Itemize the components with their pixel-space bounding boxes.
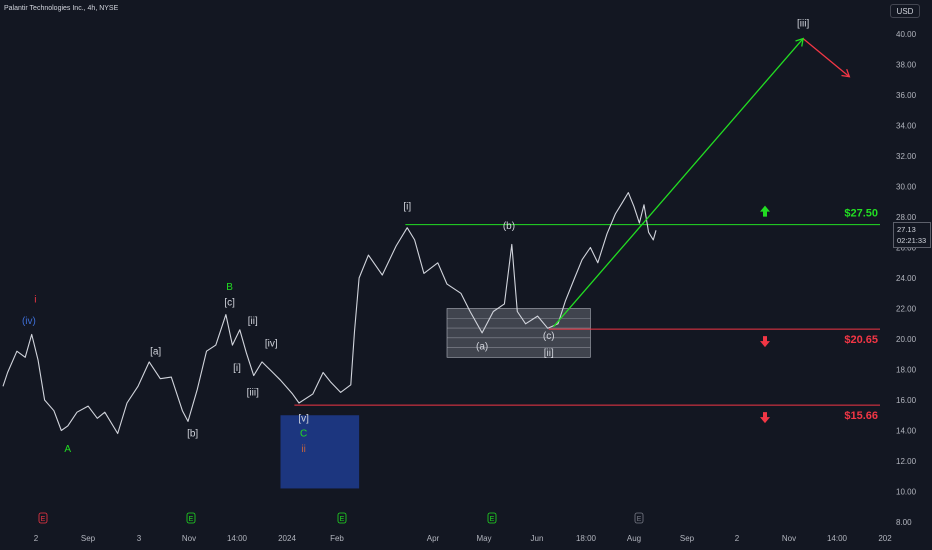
x-tick-label: May (476, 534, 491, 543)
y-tick-label: 26.00 (896, 244, 917, 253)
price-series-line (2, 192, 657, 435)
arrow-down-icon (760, 336, 770, 348)
wave-label: B (226, 282, 233, 293)
wave-label: [v] (298, 413, 309, 424)
y-tick-label: 40.00 (896, 30, 917, 39)
y-tick-label: 12.00 (896, 457, 917, 466)
arrow-up-icon (760, 205, 770, 217)
x-tick-label: Jun (531, 534, 544, 543)
wave-label: [b] (187, 429, 198, 440)
y-tick-label: 10.00 (896, 488, 917, 497)
earnings-marker-label: E (340, 516, 345, 523)
y-tick-label: 34.00 (896, 122, 917, 131)
wave-label: [a] (150, 346, 161, 357)
bar-countdown: 02:21:33 (897, 236, 927, 245)
x-tick-label: Apr (427, 534, 440, 543)
blue-target-zone (280, 415, 360, 489)
x-tick-label: 3 (137, 534, 142, 543)
level-label: $27.50 (844, 208, 878, 220)
grey-support-zone (446, 308, 591, 358)
wave-label: A (64, 444, 71, 455)
earnings-marker-icon[interactable] (38, 512, 48, 524)
y-tick-label: 30.00 (896, 183, 917, 192)
x-tick-label: Sep (81, 534, 96, 543)
wave-label: C (300, 429, 307, 440)
wave-label: (a) (476, 342, 488, 353)
y-tick-label: 14.00 (896, 427, 917, 436)
wave-label: (c) (543, 331, 555, 342)
wave-label: ii (301, 444, 305, 455)
y-tick-label: 24.00 (896, 274, 917, 283)
projection-down-line (802, 38, 850, 78)
earnings-marker-icon[interactable] (186, 512, 196, 524)
x-tick-label: 18:00 (576, 534, 597, 543)
last-price-tag: 27.13 02:21:33 (893, 222, 931, 248)
x-tick-label: Feb (330, 534, 344, 543)
y-tick-label: 18.00 (896, 366, 917, 375)
earnings-marker-label: E (41, 516, 46, 523)
wave-label: [ii] (544, 348, 554, 359)
x-tick-label: 202 (878, 534, 892, 543)
wave-label: (b) (503, 221, 515, 232)
x-tick-label: Nov (182, 534, 196, 543)
x-tick-label: 14:00 (827, 534, 848, 543)
y-tick-label: 20.00 (896, 335, 917, 344)
wave-label: [iv] (265, 339, 278, 350)
wave-label: [c] (224, 297, 235, 308)
earnings-marker-label: E (490, 516, 495, 523)
level-label: $20.65 (844, 334, 878, 346)
y-tick-label: 32.00 (896, 152, 917, 161)
y-tick-label: 38.00 (896, 61, 917, 70)
x-tick-label: Sep (680, 534, 695, 543)
earnings-marker-icon[interactable] (634, 512, 644, 524)
last-price: 27.13 (897, 225, 916, 234)
x-tick-label: Nov (782, 534, 796, 543)
x-tick-label: 2024 (278, 534, 296, 543)
y-tick-label: 36.00 (896, 91, 917, 100)
x-tick-label: Aug (627, 534, 641, 543)
wave-label: [ii] (248, 316, 258, 327)
symbol-title: Palantir Technologies Inc., 4h, NYSE (4, 5, 119, 12)
wave-label: i (34, 294, 36, 305)
arrowhead-up-icon (795, 37, 804, 47)
y-tick-label: 22.00 (896, 305, 917, 314)
arrow-down-icon (760, 412, 770, 424)
earnings-marker-label: E (189, 516, 194, 523)
level-label: $15.66 (844, 410, 878, 422)
projection-up-line (552, 38, 804, 328)
earnings-marker-icon[interactable] (337, 512, 347, 524)
wave-label: [i] (233, 363, 241, 374)
y-tick-label: 28.00 (896, 213, 917, 222)
earnings-marker-icon[interactable] (487, 512, 497, 524)
y-tick-label: 8.00 (896, 518, 912, 527)
wave-label: [iii] (247, 387, 259, 398)
y-tick-label: 16.00 (896, 396, 917, 405)
currency-button[interactable]: USD (890, 4, 920, 18)
x-tick-label: 14:00 (227, 534, 248, 543)
wave-label: (iv) (22, 316, 36, 327)
arrowhead-down-icon (841, 68, 851, 78)
x-tick-label: 2 (735, 534, 740, 543)
wave-label: [i] (403, 201, 411, 212)
earnings-marker-label: E (637, 516, 642, 523)
wave-label: [iii] (797, 18, 809, 29)
x-tick-label: 2 (34, 534, 39, 543)
